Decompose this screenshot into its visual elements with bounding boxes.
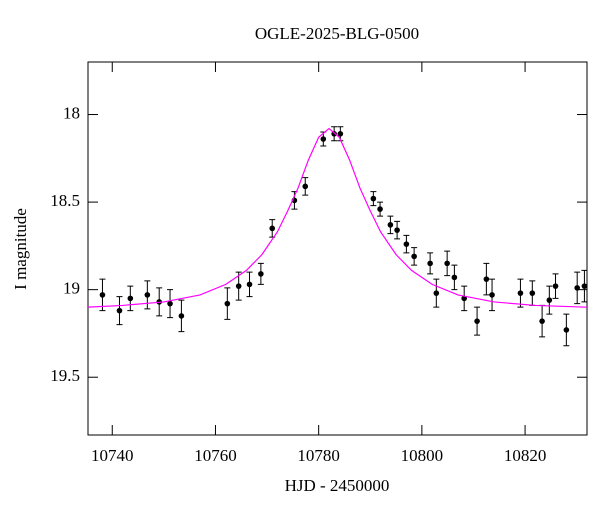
data-point <box>320 136 327 142</box>
data-point <box>99 292 106 298</box>
x-tick-label: 10760 <box>194 446 237 465</box>
model-curve <box>88 127 587 308</box>
data-point <box>235 283 242 289</box>
x-tick-label: 10780 <box>297 446 340 465</box>
data-point <box>552 283 559 289</box>
data-point <box>546 297 553 303</box>
data-point <box>387 222 394 228</box>
chart-title: OGLE-2025-BLG-0500 <box>255 24 419 43</box>
data-point <box>377 206 383 212</box>
data-point <box>370 195 377 202</box>
data-point <box>127 295 134 302</box>
y-tick-label: 18 <box>63 103 80 122</box>
data-point <box>517 290 524 296</box>
x-tick-label: 10740 <box>91 446 134 465</box>
data-point <box>563 327 570 333</box>
data-point <box>167 300 173 307</box>
data-point <box>258 271 264 277</box>
data-point <box>427 260 433 267</box>
x-axis-label: HJD - 2450000 <box>285 476 390 495</box>
data-point <box>178 313 185 319</box>
data-point <box>539 318 545 324</box>
data-point <box>489 292 495 298</box>
y-tick-label: 18.5 <box>50 191 80 210</box>
y-tick-label: 19 <box>63 279 80 298</box>
data-point <box>337 130 344 137</box>
data-point <box>474 318 480 324</box>
data-point <box>224 300 231 307</box>
data-point <box>403 241 410 247</box>
data-point <box>269 225 276 232</box>
data-point <box>116 307 123 314</box>
data-point <box>461 295 467 302</box>
data-point <box>246 281 253 288</box>
data-point <box>433 290 440 296</box>
data-point <box>574 285 580 291</box>
plot-frame <box>87 61 588 436</box>
y-tick-label: 19.5 <box>50 366 80 385</box>
data-point <box>411 253 417 260</box>
data-point <box>144 292 151 298</box>
data-point <box>302 183 309 190</box>
y-axis-label: I magnitude <box>11 208 30 290</box>
data-point <box>529 290 536 296</box>
data-point <box>451 274 458 281</box>
data-point <box>483 276 490 282</box>
data-point <box>581 283 588 289</box>
x-tick-label: 10800 <box>401 446 444 465</box>
data-point <box>394 227 400 233</box>
data-point <box>444 260 450 267</box>
x-tick-label: 10820 <box>504 446 547 465</box>
